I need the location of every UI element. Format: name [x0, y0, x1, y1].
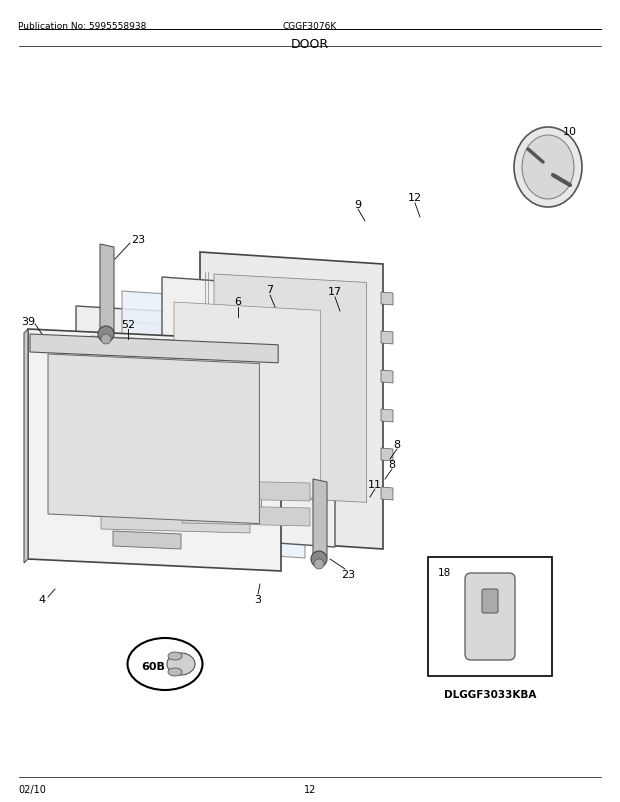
Text: 23: 23 — [341, 569, 355, 579]
Text: 8: 8 — [389, 460, 396, 469]
Text: eReplacementParts.com: eReplacementParts.com — [234, 413, 386, 426]
Text: 8: 8 — [394, 439, 401, 449]
Polygon shape — [182, 480, 310, 501]
Text: 18: 18 — [438, 567, 451, 577]
FancyBboxPatch shape — [482, 589, 498, 614]
Polygon shape — [381, 331, 393, 345]
Text: 52: 52 — [121, 320, 135, 330]
Text: 23: 23 — [131, 235, 145, 245]
Polygon shape — [113, 532, 181, 549]
Polygon shape — [122, 292, 305, 558]
Text: 02/10: 02/10 — [18, 784, 46, 794]
Text: 17: 17 — [328, 286, 342, 297]
Polygon shape — [24, 330, 28, 563]
Ellipse shape — [514, 128, 582, 208]
Text: 9: 9 — [355, 200, 361, 210]
Text: CGGF3076K: CGGF3076K — [283, 22, 337, 31]
Text: 3: 3 — [254, 594, 262, 604]
Polygon shape — [381, 448, 393, 461]
Polygon shape — [91, 337, 262, 525]
Polygon shape — [214, 274, 366, 503]
Polygon shape — [381, 371, 393, 383]
Text: 12: 12 — [408, 192, 422, 203]
Polygon shape — [162, 277, 335, 547]
Circle shape — [101, 334, 111, 345]
Polygon shape — [101, 501, 250, 533]
Text: 7: 7 — [267, 285, 273, 294]
Polygon shape — [182, 505, 310, 526]
FancyBboxPatch shape — [428, 557, 552, 676]
Ellipse shape — [128, 638, 203, 691]
Text: DOOR: DOOR — [291, 38, 329, 51]
Polygon shape — [174, 302, 321, 499]
Text: 10: 10 — [563, 127, 577, 137]
Ellipse shape — [168, 668, 182, 676]
Text: 4: 4 — [38, 594, 45, 604]
Circle shape — [311, 551, 327, 567]
Polygon shape — [381, 293, 393, 306]
FancyBboxPatch shape — [465, 573, 515, 660]
Text: Publication No: 5995558938: Publication No: 5995558938 — [18, 22, 146, 31]
Polygon shape — [313, 480, 327, 557]
Text: 60B: 60B — [141, 661, 165, 671]
Polygon shape — [76, 306, 279, 569]
Polygon shape — [100, 245, 114, 333]
Polygon shape — [381, 488, 393, 500]
Text: 39: 39 — [21, 317, 35, 326]
Polygon shape — [48, 354, 259, 524]
Text: DLGGF3033KBA: DLGGF3033KBA — [444, 689, 536, 699]
Text: 6: 6 — [234, 297, 242, 306]
Ellipse shape — [522, 136, 574, 200]
Polygon shape — [200, 253, 383, 549]
Polygon shape — [381, 410, 393, 423]
Text: 11: 11 — [368, 480, 382, 489]
Ellipse shape — [167, 653, 195, 675]
Circle shape — [314, 559, 324, 569]
Circle shape — [98, 326, 114, 342]
Text: 12: 12 — [304, 784, 316, 794]
Ellipse shape — [168, 652, 182, 660]
Polygon shape — [28, 330, 281, 571]
Polygon shape — [30, 334, 278, 363]
